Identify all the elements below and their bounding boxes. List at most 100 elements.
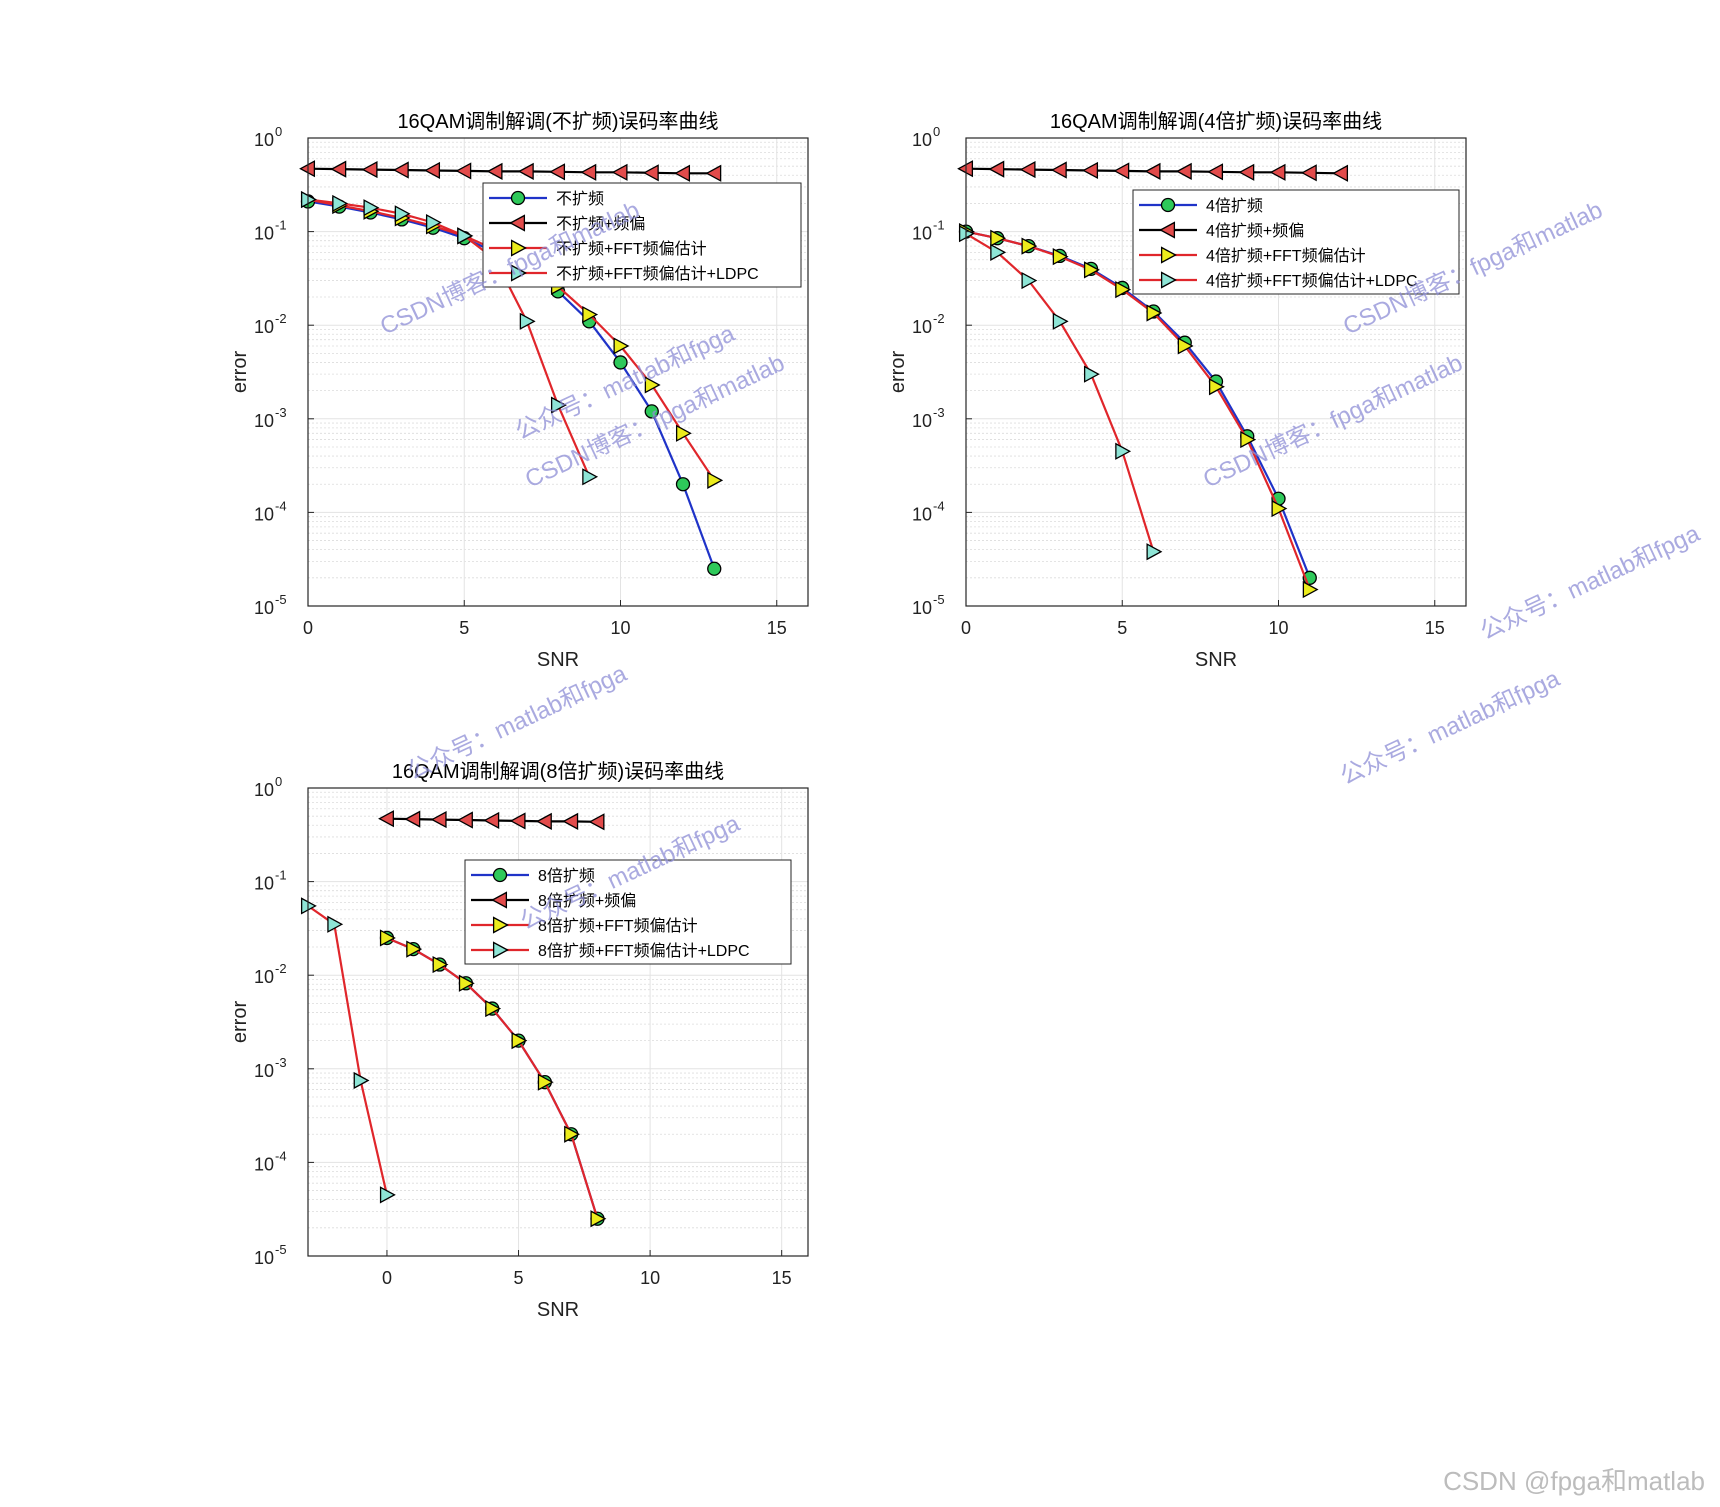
data-point bbox=[1208, 378, 1225, 396]
y-tick-label: 10 bbox=[912, 224, 932, 244]
data-point bbox=[392, 161, 409, 179]
data-point bbox=[1300, 164, 1317, 182]
legend-label: 不扩频+频偏 bbox=[556, 215, 645, 233]
legend-marker bbox=[1160, 246, 1177, 264]
data-point bbox=[483, 811, 500, 830]
data-point bbox=[990, 229, 1007, 247]
x-tick-label: 5 bbox=[1117, 618, 1127, 638]
y-tick-label: 10 bbox=[254, 411, 274, 431]
data-point bbox=[327, 915, 344, 933]
x-tick-label: 10 bbox=[610, 618, 630, 638]
y-tick-exponent: -1 bbox=[275, 218, 287, 233]
legend-label: 不扩频 bbox=[556, 190, 604, 208]
data-point bbox=[457, 811, 473, 829]
data-point bbox=[582, 468, 599, 486]
x-tick-label: 0 bbox=[961, 618, 971, 638]
x-tick-label: 10 bbox=[1268, 618, 1288, 638]
data-point bbox=[511, 1032, 528, 1050]
x-axis-label: SNR bbox=[537, 1299, 579, 1321]
data-point bbox=[550, 396, 567, 414]
data-point bbox=[332, 194, 349, 213]
legend-label: 8倍扩频+FFT频偏估计+LDPC bbox=[538, 942, 750, 960]
chart-title: 16QAM调制解调(8倍扩频)误码率曲线 bbox=[392, 760, 724, 783]
y-tick-exponent: -1 bbox=[275, 868, 287, 883]
watermark-text: 公众号：matlab和fpga bbox=[1476, 520, 1704, 646]
series-line bbox=[307, 904, 388, 1196]
data-point bbox=[353, 1071, 370, 1090]
axes-box bbox=[307, 137, 809, 607]
x-tick-label: 5 bbox=[514, 1268, 524, 1288]
y-tick-label: 10 bbox=[254, 967, 274, 987]
legend-entry: 4倍扩频+频偏 bbox=[1139, 221, 1304, 240]
y-tick-label: 10 bbox=[254, 780, 274, 800]
legend-label: 不扩频+FFT频偏估计 bbox=[556, 240, 707, 258]
y-tick-exponent: 0 bbox=[275, 774, 282, 789]
y-axis-label: error bbox=[229, 351, 251, 394]
data-point bbox=[588, 813, 605, 831]
y-tick-label: 10 bbox=[912, 598, 932, 618]
data-point bbox=[613, 337, 630, 355]
x-axis-label: SNR bbox=[537, 649, 579, 671]
data-point bbox=[1115, 442, 1132, 460]
legend-marker bbox=[1160, 271, 1177, 289]
data-point bbox=[425, 213, 442, 232]
data-point bbox=[1240, 430, 1257, 449]
legend-marker bbox=[492, 941, 509, 959]
data-point bbox=[642, 164, 659, 182]
csdn-credit: CSDN @fpga和matlab bbox=[1443, 1466, 1705, 1496]
data-point bbox=[675, 477, 691, 492]
data-point bbox=[458, 974, 475, 992]
data-point bbox=[537, 1073, 554, 1091]
series-4 bbox=[958, 225, 1163, 561]
x-tick-label: 0 bbox=[303, 618, 313, 638]
data-point bbox=[1052, 312, 1069, 330]
data-point bbox=[363, 199, 380, 217]
legend-entry: 8倍扩频 bbox=[471, 867, 595, 885]
data-point bbox=[379, 929, 396, 947]
data-point bbox=[580, 163, 597, 181]
legend-marker bbox=[491, 891, 508, 909]
data-point bbox=[1332, 164, 1349, 182]
legend-marker bbox=[492, 916, 509, 934]
y-tick-exponent: -1 bbox=[933, 218, 945, 233]
chart-title: 16QAM调制解调(不扩频)误码率曲线 bbox=[397, 110, 718, 133]
y-tick-exponent: 0 bbox=[933, 124, 940, 139]
y-tick-exponent: -3 bbox=[275, 1055, 287, 1070]
data-point bbox=[361, 160, 378, 179]
series-2 bbox=[378, 810, 605, 831]
data-point bbox=[455, 162, 472, 180]
data-point bbox=[406, 940, 423, 958]
plot-area bbox=[308, 788, 808, 1256]
data-point bbox=[486, 162, 503, 180]
x-axis-label: SNR bbox=[1195, 649, 1237, 671]
legend-label: 不扩频+FFT频偏估计+LDPC bbox=[556, 265, 759, 283]
data-point bbox=[485, 999, 502, 1018]
x-tick-label: 15 bbox=[772, 1268, 792, 1288]
x-tick-label: 10 bbox=[640, 1268, 660, 1288]
legend-label: 4倍扩频+FFT频偏估计 bbox=[1206, 247, 1366, 265]
legend-marker bbox=[1160, 197, 1176, 213]
x-tick-label: 5 bbox=[459, 618, 469, 638]
legend-entry: 不扩频+FFT频偏估计+LDPC bbox=[489, 264, 759, 283]
series-3 bbox=[379, 929, 607, 1228]
y-tick-exponent: -2 bbox=[275, 311, 287, 326]
legend-marker bbox=[510, 264, 527, 282]
data-point bbox=[613, 355, 628, 370]
watermark-text: 公众号：matlab和fpga bbox=[1336, 665, 1564, 791]
data-point bbox=[1050, 161, 1067, 179]
data-point bbox=[707, 471, 724, 489]
data-point bbox=[1146, 543, 1163, 561]
data-point bbox=[424, 161, 441, 180]
data-point bbox=[707, 561, 722, 576]
data-point bbox=[1269, 163, 1286, 181]
data-point bbox=[674, 164, 691, 182]
x-tick-label: 0 bbox=[382, 1268, 392, 1288]
legend-entry: 8倍扩频+频偏 bbox=[471, 891, 636, 910]
y-tick-label: 10 bbox=[254, 130, 274, 150]
y-tick-label: 10 bbox=[254, 317, 274, 337]
legend: 8倍扩频 8倍扩频+频偏 8倍扩频+FFT频偏估计 8倍扩频+FFT频偏估计+LDPC bbox=[464, 859, 792, 965]
x-tick-label: 15 bbox=[767, 618, 787, 638]
